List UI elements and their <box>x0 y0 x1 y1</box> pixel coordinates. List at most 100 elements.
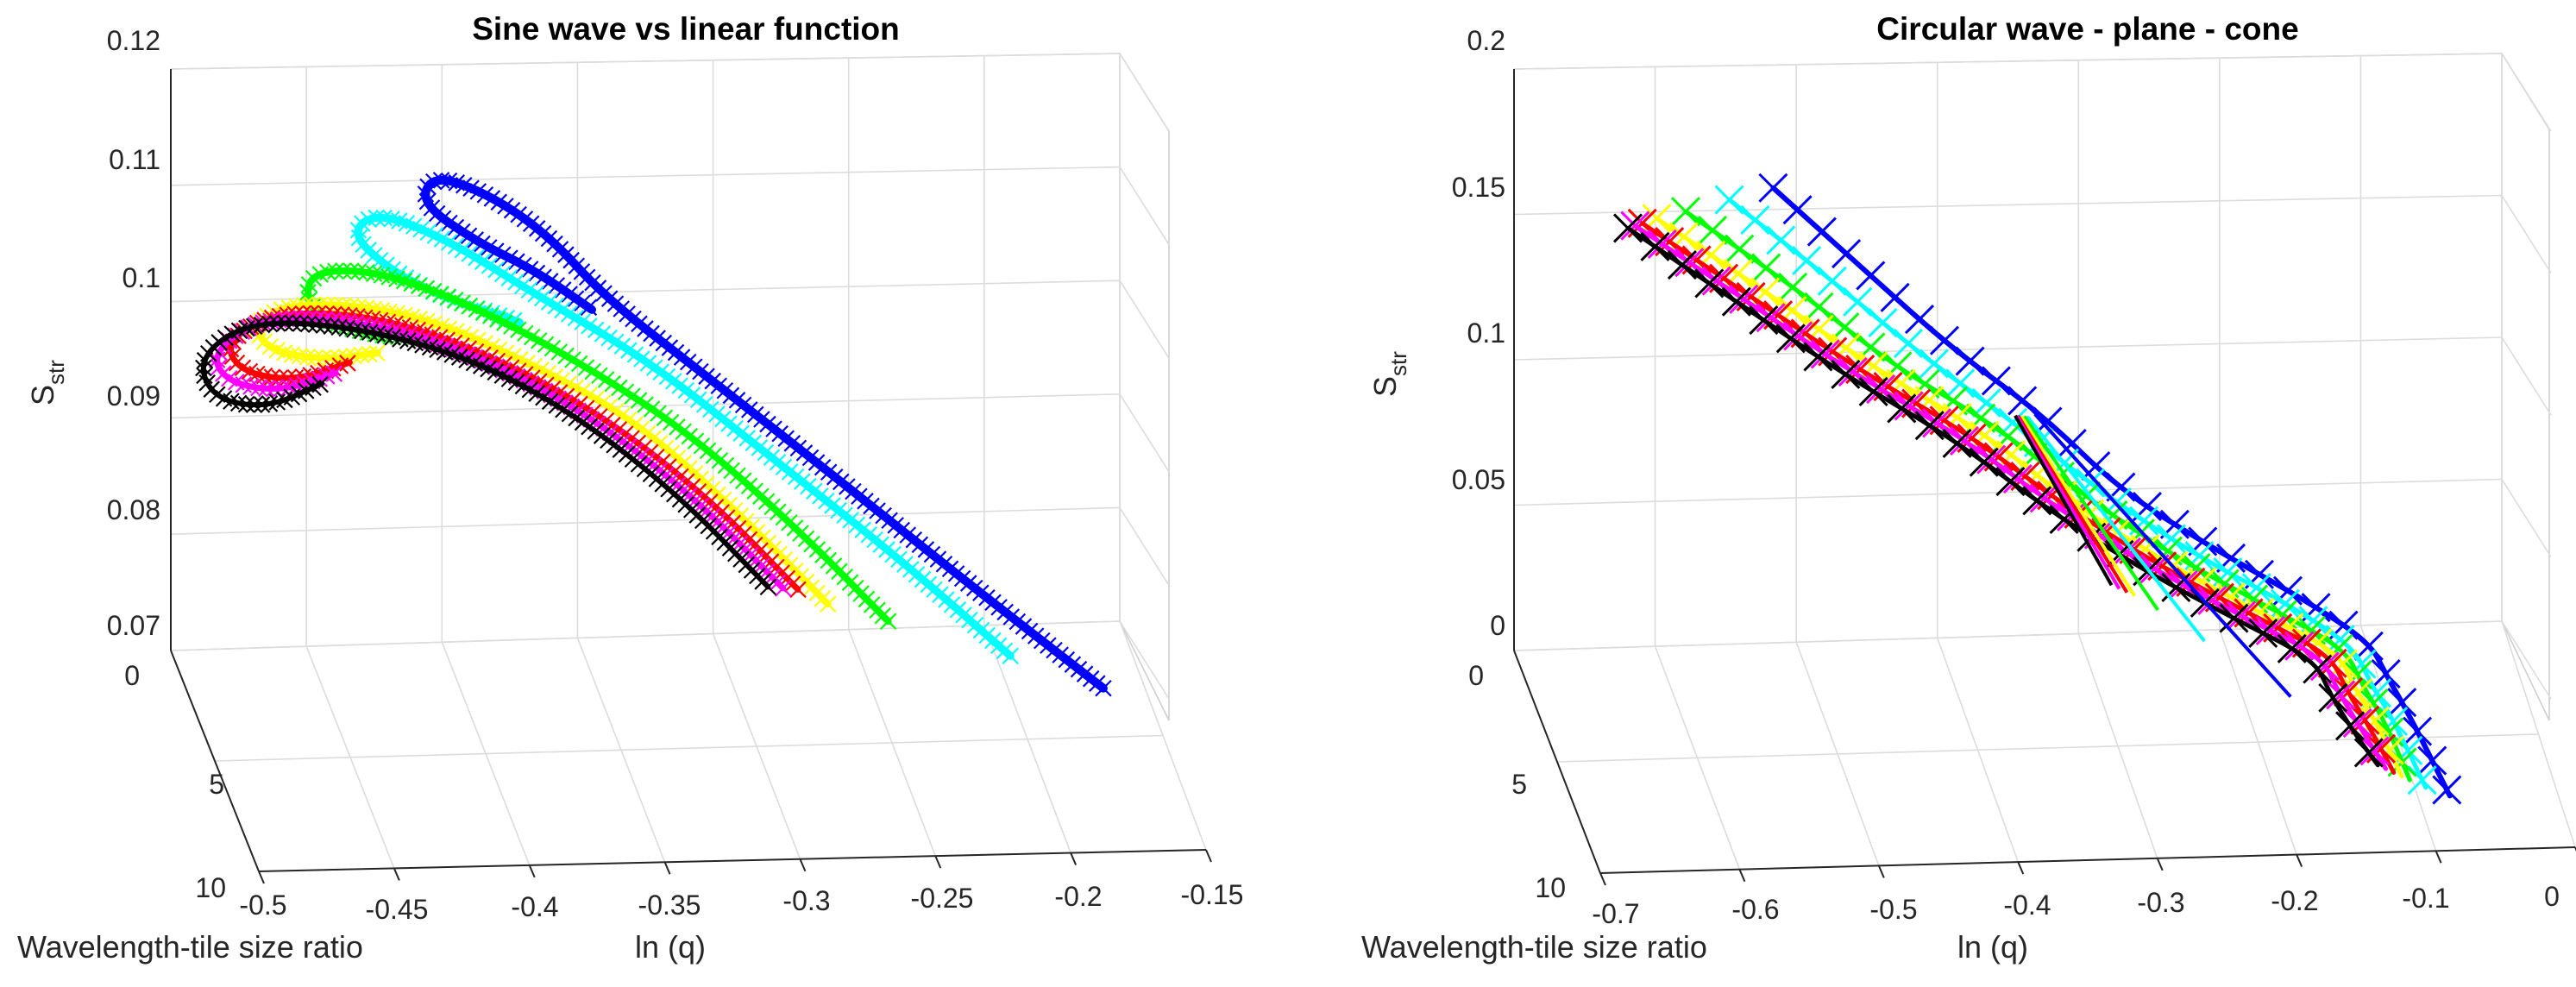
z-gridline-side <box>1119 280 1170 359</box>
chart-left-z-tick: 0.07 <box>107 610 160 641</box>
x-tick-mark <box>2017 861 2025 875</box>
y-gridline <box>1513 620 2503 651</box>
chart-left-z-tick: 0.11 <box>109 144 160 175</box>
chart-left-z-axis-label-sub: str <box>43 360 69 385</box>
chart-right-right-floor-edge <box>2501 620 2550 721</box>
x-tick-mark <box>1205 849 1212 863</box>
chart-left-x-tick: -0.25 <box>911 883 974 914</box>
z-gridline <box>1513 194 2503 216</box>
x-tick-mark <box>2156 858 2164 871</box>
chart-left-y-tick: 0 <box>124 660 140 691</box>
chart-right-x-tick: 0 <box>2544 881 2560 912</box>
cone-line <box>2014 414 2121 590</box>
chart-left-z-tick: 0.12 <box>107 25 160 56</box>
chart-left-series-group <box>195 172 1112 697</box>
chart-left-x-tick: -0.35 <box>638 890 701 921</box>
z-gridline-side <box>2501 53 2552 132</box>
cone-line <box>2022 415 2159 612</box>
series-line-cyan <box>354 213 1015 660</box>
chart-right-z-tick: 0.05 <box>1452 464 1505 495</box>
cone-line <box>2026 415 2206 643</box>
chart-right-floor-gridlines <box>1513 620 2576 886</box>
chart-left-y-tick: 5 <box>209 769 224 800</box>
chart-left-z-tick: 0.09 <box>107 380 160 412</box>
chart-left-y-tick: 10 <box>195 872 226 903</box>
z-gridline <box>1513 336 2503 361</box>
chart-right-x-tick: -0.5 <box>1869 894 1917 925</box>
chart-left-x-axis <box>258 849 1207 872</box>
z-gridline-side <box>2501 195 2552 273</box>
z-gridline <box>170 53 1121 70</box>
chart-right: Circular wave - plane - cone 0.2 0.15 0.… <box>1361 11 2576 965</box>
chart-left-x-tick: -0.3 <box>782 885 830 916</box>
chart-left-x-tick: -0.4 <box>511 891 558 922</box>
z-gridline <box>1513 53 2503 70</box>
x-tick-mark <box>528 864 536 878</box>
x-tick-mark <box>2296 854 2303 867</box>
chart-left-x-tick: -0.45 <box>366 894 429 925</box>
chart-right-x-tick: -0.4 <box>2003 890 2051 921</box>
series-markers-cyan <box>349 209 1019 665</box>
chart-right-z-tick: 0.15 <box>1452 172 1505 203</box>
chart-right-z-axis-label-main: S <box>1367 376 1403 397</box>
chart-left-z-tick: 0.1 <box>123 262 160 293</box>
chart-left-x-tick: -0.15 <box>1181 879 1244 910</box>
cone-line <box>2033 412 2292 698</box>
chart-right-y-axis <box>1513 650 1601 874</box>
z-gridline <box>1513 478 2503 506</box>
chart-right-back-frame <box>1513 53 2503 621</box>
z-gridline-side <box>1119 393 1170 473</box>
chart-right-z-tick: 0 <box>1490 610 1505 641</box>
chart-right-z-tick: 0.2 <box>1467 25 1505 56</box>
z-gridline-side <box>2501 620 2552 700</box>
chart-left-z-axis-label: S str <box>25 360 69 405</box>
cone-line <box>2016 414 2129 594</box>
chart-right-x-tick: -0.7 <box>1592 898 1639 929</box>
chart-right-y-axis-label: Wavelength-tile size ratio <box>1361 929 1707 965</box>
chart-right-x-tick: -0.1 <box>2402 883 2449 914</box>
chart-left-x-axis-label: ln (q) <box>635 929 706 965</box>
chart-left-x-tick: -0.2 <box>1054 881 1102 912</box>
chart-right-x-gridlines <box>1513 53 2503 651</box>
z-gridline-side <box>1119 506 1170 586</box>
chart-right-y-tick: 0 <box>1468 660 1484 691</box>
x-tick-mark <box>2435 850 2442 864</box>
x-tick-mark <box>1877 865 1885 878</box>
x-tick-mark <box>934 855 942 869</box>
chart-left-y-axis-label: Wavelength-tile size ratio <box>17 929 363 965</box>
chart-right-z-axis-label-sub: str <box>1385 351 1411 376</box>
x-tick-mark <box>663 861 671 875</box>
chart-right-y-tick: 5 <box>1511 769 1527 800</box>
z-gridline <box>170 166 1121 186</box>
x-tick-mark <box>1738 869 1746 883</box>
chart-left-z-axis-label-main: S <box>25 385 60 405</box>
chart-left-back-frame <box>170 53 1121 621</box>
chart-left-title: Sine wave vs linear function <box>472 11 900 47</box>
chart-right-z-axis-label: S str <box>1367 351 1411 397</box>
x-tick-mark <box>799 858 807 872</box>
chart-right-x-tick: -0.3 <box>2137 887 2184 918</box>
chart-right-x-tick: -0.2 <box>2271 885 2318 916</box>
chart-right-x-axis <box>1599 846 2576 874</box>
series-markers-blue <box>1758 173 2462 805</box>
series-line-blue <box>421 175 1108 693</box>
y-gridline <box>170 620 1121 651</box>
chart-left-y-axis <box>170 650 260 872</box>
chart-right-z-gridlines <box>1513 53 2552 700</box>
z-gridline-side <box>1119 53 1170 132</box>
x-tick-mark <box>393 868 400 881</box>
cone-line <box>2020 415 2137 597</box>
x-tick-mark <box>1599 872 1606 886</box>
x-tick-mark <box>258 871 265 884</box>
z-gridline-side <box>2501 336 2552 416</box>
chart-right-z-tick: 0.1 <box>1467 317 1505 349</box>
z-gridline-side <box>1119 167 1170 246</box>
chart-right-y-tick: 10 <box>1535 872 1566 903</box>
chart-left-right-floor-edge <box>1119 620 1170 721</box>
series-markers-green <box>1670 197 2417 777</box>
z-gridline-side <box>1119 620 1170 700</box>
y-gridline <box>214 734 1164 762</box>
chart-left-x-tick: -0.5 <box>239 890 286 921</box>
chart-left: Sine wave vs linear function 0.12 0.11 0… <box>17 11 1243 965</box>
